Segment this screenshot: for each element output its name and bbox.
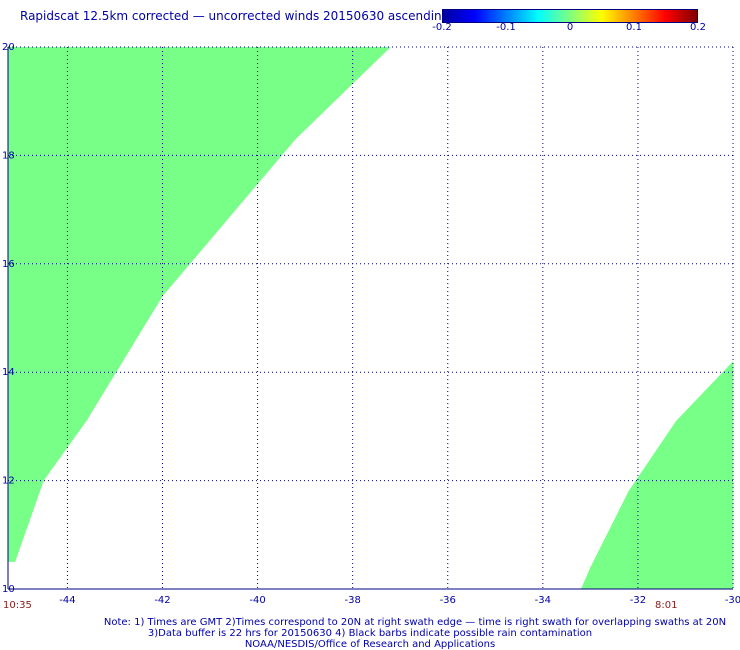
- y-tick-label: 20: [2, 42, 15, 53]
- colorbar-tick-label: 0.1: [626, 22, 642, 33]
- x-tick-label: -32: [630, 595, 646, 606]
- x-tick-label: -38: [345, 595, 361, 606]
- swath-polygon: [580, 361, 733, 589]
- right-time-label: 8:01: [655, 600, 678, 611]
- colorbar-tick-label: 0.2: [690, 22, 706, 33]
- colorbar: [442, 9, 698, 23]
- note-line-2: 3)Data buffer is 22 hrs for 20150630 4) …: [147, 628, 593, 639]
- x-tick-label: -36: [440, 595, 456, 606]
- y-tick-label: 16: [2, 259, 15, 270]
- y-tick-label: 10: [2, 584, 15, 595]
- x-tick-label: -42: [154, 595, 170, 606]
- x-tick-label: -30: [725, 595, 740, 606]
- note-line-3: NOAA/NESDIS/Office of Research and Appli…: [244, 639, 496, 650]
- colorbar-tick-label: -0.2: [432, 22, 452, 33]
- y-tick-label: 12: [2, 476, 15, 487]
- x-tick-label: -40: [249, 595, 265, 606]
- y-tick-label: 14: [2, 367, 15, 378]
- swath-polygon: [8, 47, 391, 562]
- note-line-1: Note: 1) Times are GMT 2)Times correspon…: [103, 617, 727, 628]
- x-tick-label: -44: [59, 595, 75, 606]
- colorbar-tick-label: -0.1: [496, 22, 516, 33]
- left-time-label: 10:35: [3, 600, 32, 611]
- colorbar-tick-label: 0: [566, 22, 574, 33]
- x-tick-label: -34: [535, 595, 551, 606]
- y-tick-label: 18: [2, 150, 15, 161]
- map-title: Rapidscat 12.5km corrected — uncorrected…: [20, 9, 450, 23]
